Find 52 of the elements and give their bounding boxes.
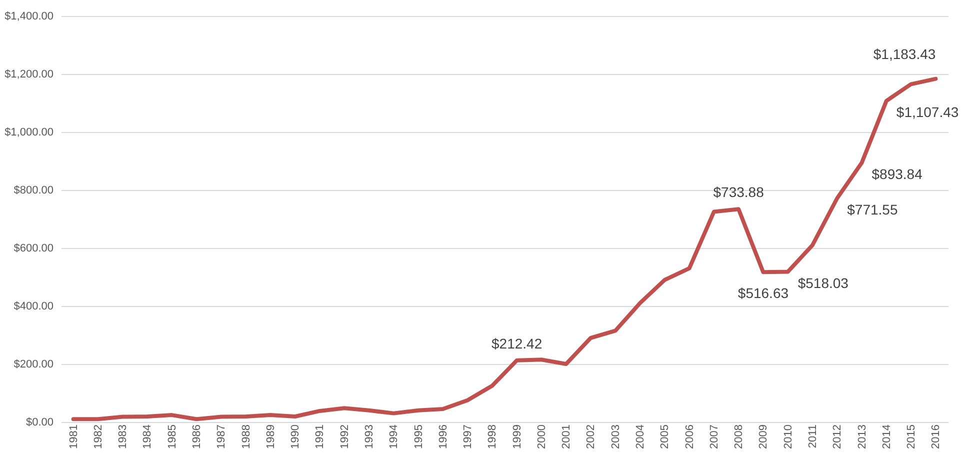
x-tick-label: 1994	[388, 424, 400, 449]
x-tick-label: 1985	[166, 424, 178, 449]
y-tick-label: $200.00	[14, 358, 54, 370]
x-tick-label: 2003	[610, 424, 622, 449]
x-tick-label: 1988	[240, 424, 252, 449]
y-tick-label: $1,000.00	[4, 126, 54, 138]
x-tick-label: 2015	[906, 424, 918, 449]
y-tick-label: $0.00	[26, 416, 54, 428]
x-tick-label: 1995	[412, 424, 425, 449]
y-tick-label: $400.00	[14, 300, 54, 312]
y-tick-label: $1,200.00	[4, 68, 54, 80]
x-tick-label: 2006	[684, 424, 696, 449]
data-label: $518.03	[798, 274, 849, 291]
data-label: $212.42	[492, 335, 542, 352]
x-tick-label: 2000	[536, 424, 548, 449]
y-tick-label: $600.00	[14, 242, 54, 254]
x-tick-label: 2009	[758, 424, 770, 449]
y-tick-label: $800.00	[14, 184, 54, 196]
x-tick-label: 1986	[191, 424, 204, 449]
x-tick-label: 2005	[659, 424, 672, 449]
x-tick-label: 2002	[585, 424, 598, 449]
data-label: $733.88	[713, 184, 764, 200]
x-tick-label: 2012	[832, 424, 844, 449]
x-tick-label: 1996	[437, 424, 450, 449]
x-tick-label: 1984	[142, 424, 154, 449]
x-tick-label: 1987	[216, 424, 228, 449]
x-tick-label: 2007	[708, 424, 720, 449]
x-tick-label: 2004	[634, 424, 647, 449]
data-label: $1,107.43	[896, 104, 959, 120]
x-tick-label: 1992	[338, 424, 351, 449]
x-tick-label: 1982	[92, 424, 104, 449]
x-tick-label: 2011	[806, 424, 819, 448]
x-tick-label: 1991	[314, 424, 326, 449]
x-tick-label: 2001	[560, 424, 573, 449]
data-label: $1,183.43	[873, 46, 936, 62]
data-label: $771.55	[847, 201, 898, 218]
x-tick-label: 1981	[68, 424, 80, 449]
x-tick-label: 2013	[856, 424, 868, 449]
x-tick-label: 1983	[117, 424, 130, 449]
x-tick-label: 1993	[363, 424, 376, 449]
x-tick-label: 1998	[486, 424, 499, 449]
x-tick-label: 1990	[290, 424, 302, 449]
x-tick-label: 2010	[782, 424, 794, 449]
x-tick-label: 2014	[880, 424, 893, 449]
x-tick-label: 2008	[733, 424, 746, 449]
data-label: $516.63	[738, 285, 789, 302]
x-tick-label: 1989	[264, 424, 277, 449]
x-tick-label: 2016	[930, 424, 942, 449]
data-label: $893.84	[872, 166, 923, 182]
y-tick-label: $1,400.00	[4, 10, 54, 22]
x-tick-label: 1999	[511, 424, 524, 449]
x-tick-label: 1997	[462, 424, 474, 449]
